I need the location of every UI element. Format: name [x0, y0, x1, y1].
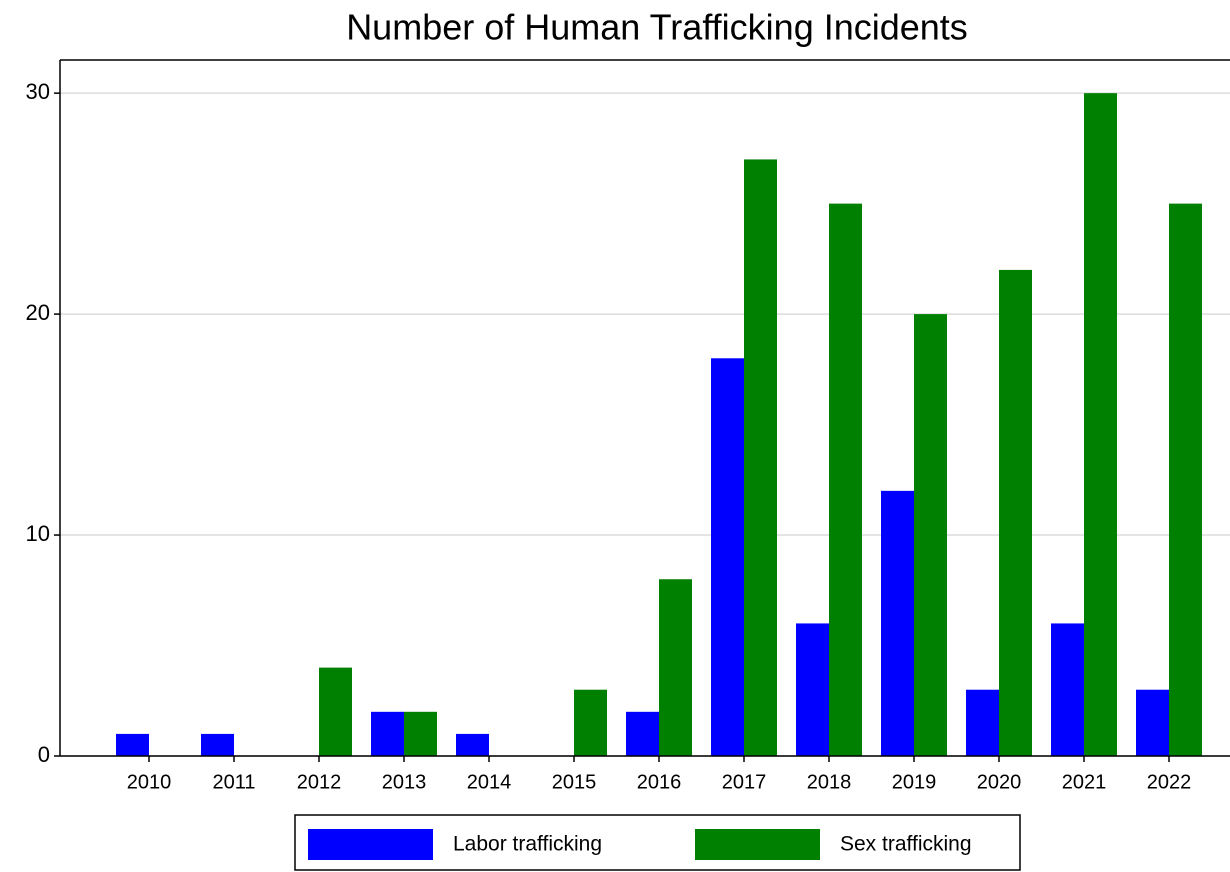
x-tick-label: 2016 [637, 771, 682, 793]
y-tick-label: 30 [26, 79, 50, 104]
legend-swatch [695, 829, 820, 860]
chart-title: Number of Human Trafficking Incidents [346, 7, 968, 48]
x-tick-label: 2013 [382, 771, 427, 793]
bar [796, 623, 829, 756]
x-tick-label: 2018 [807, 771, 852, 793]
x-tick-label: 2021 [1062, 771, 1107, 793]
bar [829, 203, 862, 757]
bar [711, 358, 744, 756]
y-tick-label: 0 [38, 742, 50, 767]
y-tick-label: 10 [26, 521, 50, 546]
bar [626, 711, 659, 756]
bar [404, 711, 437, 756]
x-tick-label: 2020 [977, 771, 1022, 793]
legend-label: Sex trafficking [840, 833, 972, 856]
bar [966, 689, 999, 756]
bar [1169, 203, 1202, 757]
x-tick-label: 2019 [892, 771, 937, 793]
x-tick-label: 2012 [297, 771, 342, 793]
x-tick-label: 2014 [467, 771, 512, 793]
bar [116, 733, 149, 756]
bar [456, 733, 489, 756]
x-tick-label: 2010 [127, 771, 172, 793]
y-tick-label: 20 [26, 300, 50, 325]
bar [1084, 93, 1117, 756]
bar [319, 667, 352, 756]
x-tick-label: 2022 [1147, 771, 1192, 793]
bar [881, 490, 914, 756]
x-tick-label: 2015 [552, 771, 597, 793]
bar [659, 579, 692, 756]
bar [999, 269, 1032, 756]
legend-label: Labor trafficking [453, 833, 602, 856]
bar [201, 733, 234, 756]
bar [371, 711, 404, 756]
x-tick-label: 2017 [722, 771, 767, 793]
legend-swatch [308, 829, 433, 860]
bar [1136, 689, 1169, 756]
bar [744, 159, 777, 756]
bar [574, 689, 607, 756]
bar [1051, 623, 1084, 756]
bar [914, 314, 947, 756]
x-tick-label: 2011 [212, 771, 255, 793]
